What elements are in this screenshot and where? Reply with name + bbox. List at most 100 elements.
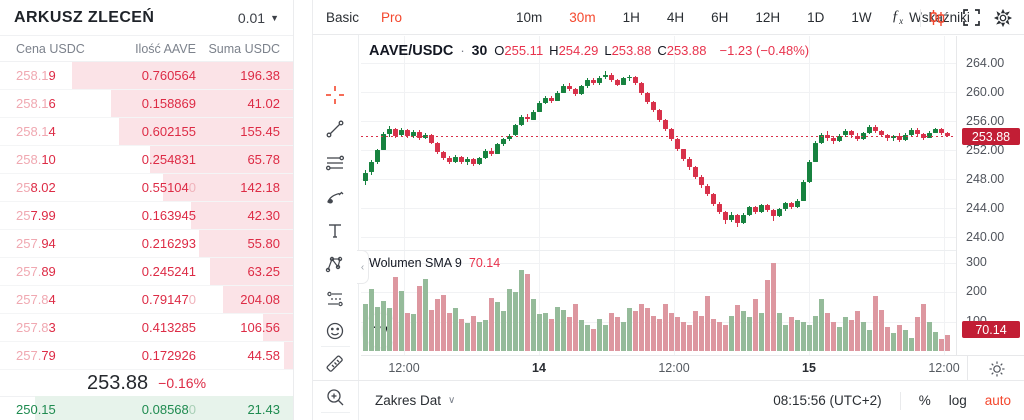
chevron-down-icon: ∨: [448, 395, 456, 406]
timeframe-1W[interactable]: 1W: [851, 9, 872, 25]
long-position-tool-icon[interactable]: [324, 288, 346, 310]
timeframe-10m[interactable]: 10m: [516, 9, 543, 25]
price-muted-part: 257.: [16, 264, 42, 279]
precision-dropdown[interactable]: 0.01 ▼: [238, 10, 279, 26]
order-amount: 0.158869: [141, 96, 196, 111]
order-book-bid-row[interactable]: 250.15 0.085680 21.43: [0, 396, 293, 420]
candle-body: [723, 212, 728, 221]
volume-bar: [429, 309, 434, 351]
order-total: 204.08: [240, 292, 280, 307]
trend-line-tool-icon[interactable]: [324, 118, 346, 140]
candle-body: [729, 214, 734, 221]
vertical-gridline: [404, 36, 405, 355]
order-book-ask-row[interactable]: 258.10 0.254831 65.78: [0, 146, 293, 174]
amount-faded-zeros: 0: [188, 402, 196, 417]
order-total: 106.56: [240, 320, 280, 335]
order-book-ask-row[interactable]: 258.16 0.158869 41.02: [0, 90, 293, 118]
order-book-bid-rows: 250.15 0.085680 21.43: [0, 396, 293, 420]
volume-bar: [471, 315, 476, 351]
log-scale-button[interactable]: log: [948, 393, 967, 408]
ruler-tool-icon[interactable]: [324, 354, 346, 376]
timezone-settings-button[interactable]: [967, 356, 1024, 381]
tools-divider: [321, 412, 350, 413]
timeframe-1H[interactable]: 1H: [622, 9, 640, 25]
timeframe-30m[interactable]: 30m: [569, 9, 596, 25]
volume-bar: [645, 308, 650, 351]
volume-bar: [621, 321, 626, 351]
date-range-button[interactable]: Zakres Dat ∨: [375, 393, 455, 408]
order-book-ask-row[interactable]: 258.02 0.551040 142.18: [0, 174, 293, 202]
candle-body: [759, 205, 764, 212]
timeframe-6H[interactable]: 6H: [711, 9, 729, 25]
volume-bar: [579, 320, 584, 351]
candle-body: [735, 214, 740, 223]
indicators-button[interactable]: Wskaźniki: [909, 9, 970, 25]
order-total: 44.58: [247, 348, 280, 363]
crosshair-tool-icon[interactable]: [324, 84, 346, 106]
time-axis[interactable]: 12:00 14 12:00 15 12:00: [361, 355, 1024, 381]
candle-body: [831, 138, 836, 142]
candle-style-button[interactable]: [928, 0, 946, 35]
candle-body: [663, 120, 668, 129]
order-book-ask-row[interactable]: 257.94 0.216293 55.80: [0, 230, 293, 258]
settings-button[interactable]: [994, 0, 1012, 35]
candle-body: [645, 92, 650, 103]
volume-bar: [489, 297, 494, 351]
tab-pro[interactable]: Pro: [381, 9, 403, 25]
order-book-ask-row[interactable]: 257.99 0.163945 42.30: [0, 202, 293, 230]
order-book-ask-row[interactable]: 257.79 0.172926 44.58: [0, 342, 293, 370]
volume-bar: [477, 321, 482, 351]
order-price: 257.94: [16, 236, 116, 251]
order-book-ask-row[interactable]: 258.14 0.602155 155.45: [0, 118, 293, 146]
auto-scale-button[interactable]: auto: [984, 393, 1011, 408]
volume-bar: [741, 311, 746, 351]
order-book-ask-row[interactable]: 258.19 0.760564 196.38: [0, 62, 293, 90]
volume-pane: Wolumen SMA 9 70.14 TV: [361, 250, 956, 355]
brush-tool-icon[interactable]: [324, 186, 346, 208]
volume-bar: [867, 330, 872, 351]
vertical-gridline: [809, 36, 810, 355]
order-price: 257.79: [16, 348, 116, 363]
candle-body: [897, 136, 902, 140]
timeframe-12H[interactable]: 12H: [755, 9, 781, 25]
volume-bar: [381, 300, 386, 351]
candle-body: [591, 79, 596, 84]
percent-scale-button[interactable]: %: [918, 393, 931, 408]
last-price-row[interactable]: 253.88 −0.16%: [0, 370, 293, 397]
order-book-ask-row[interactable]: 257.89 0.245241 63.25: [0, 258, 293, 286]
price-scale[interactable]: 264.00 260.00 256.00 252.00 248.00 244.00 240.…: [956, 36, 1024, 355]
candle-body: [681, 149, 686, 159]
volume-bar: [387, 308, 392, 351]
chart-plot-area: AAVE/USDC · 30 O255.11 H254.29 L253.88 C253…: [361, 36, 956, 355]
volume-bar: [783, 324, 788, 351]
zoom-in-tool-icon[interactable]: [324, 386, 346, 408]
ohlc-token-L: L253.88: [604, 43, 652, 58]
last-price-badge: 253.88: [962, 128, 1020, 145]
price-tick-label: 252.00: [966, 143, 1005, 157]
time-tick-label: 12:00: [658, 361, 690, 375]
order-book-ask-row[interactable]: 257.84 0.791470 204.08: [0, 286, 293, 314]
candle-body: [615, 80, 620, 85]
timeframe-1D[interactable]: 1D: [807, 9, 825, 25]
candle-body: [717, 203, 722, 213]
fullscreen-button[interactable]: [963, 0, 980, 35]
sidebar-collapse-handle[interactable]: ‹: [357, 250, 369, 284]
candle-body: [513, 125, 518, 136]
volume-bar: [651, 315, 656, 351]
ohlc-values: O255.11 H254.29 L253.88 C253.88: [494, 43, 712, 58]
timeframe-4H[interactable]: 4H: [666, 9, 685, 25]
volume-bar: [393, 277, 398, 352]
price-muted-part: 257.: [16, 236, 42, 251]
tab-basic[interactable]: Basic: [326, 9, 360, 25]
volume-bar: [507, 289, 512, 351]
price-muted-part: 258.1: [16, 68, 49, 83]
emoji-tool-icon[interactable]: [324, 320, 346, 342]
candle-body: [609, 74, 614, 81]
parallel-lines-tool-icon[interactable]: [324, 152, 346, 174]
horizontal-gridline: [361, 208, 956, 209]
xabcd-pattern-tool-icon[interactable]: [324, 254, 346, 276]
text-tool-icon[interactable]: [324, 220, 346, 242]
order-book-ask-row[interactable]: 257.83 0.413285 106.56: [0, 314, 293, 342]
column-price: Cena USDC: [16, 41, 85, 56]
vertical-gridline: [674, 36, 675, 355]
